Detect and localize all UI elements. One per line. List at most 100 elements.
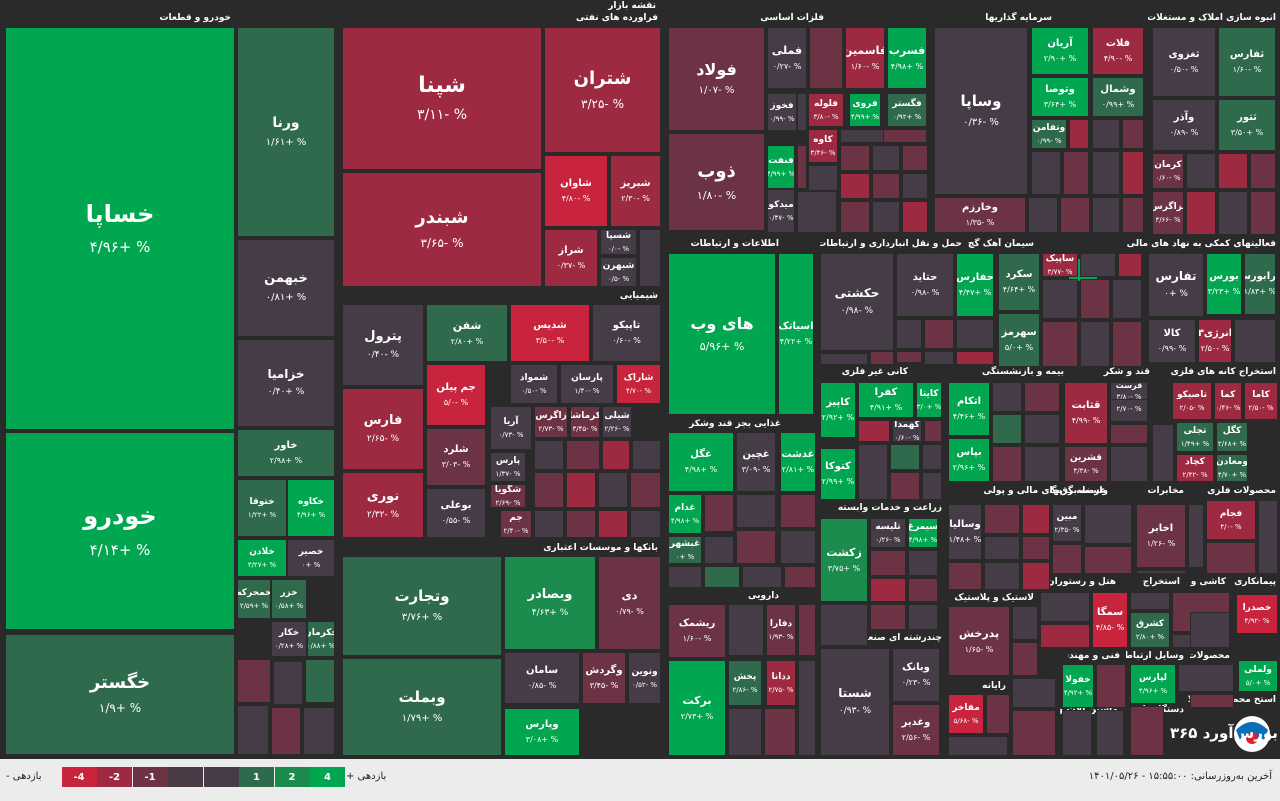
treemap-cell[interactable] [1012,606,1038,640]
treemap-cell[interactable] [736,494,776,528]
treemap-cell[interactable] [1024,382,1060,412]
treemap-cell[interactable] [630,510,661,538]
treemap-cell[interactable] [1122,119,1144,149]
treemap-cell[interactable] [902,201,928,233]
stock-tile[interactable]: فلوله % -۳/۸۰ [808,93,844,127]
treemap-cell[interactable] [820,353,868,365]
treemap-cell[interactable] [948,562,982,590]
treemap-cell[interactable] [924,319,954,349]
treemap-cell[interactable] [704,566,740,588]
stock-tile[interactable]: کرماشا % -۳/۴۵ [570,406,600,438]
stock-tile[interactable]: شبندر % -۳/۶۵ [342,172,542,287]
stock-tile[interactable]: غچین % -۳/۰۹ [736,432,776,492]
stock-tile[interactable]: بورس % +۳/۲۳ [1206,253,1242,315]
stock-tile[interactable]: پارس % -۱/۳۷ [490,452,526,482]
treemap-cell[interactable] [798,660,816,756]
stock-tile[interactable]: خکرمان % +۰/۸۸ [307,621,335,657]
stock-tile[interactable]: وبصادر % +۴/۶۳ [504,556,596,650]
treemap-cell[interactable] [630,472,661,508]
treemap-cell[interactable] [902,145,928,171]
stock-tile[interactable]: کچاد % -۲/۴۲ [1176,454,1214,482]
treemap-cell[interactable] [1250,191,1276,235]
treemap-cell[interactable] [872,201,900,233]
stock-tile[interactable]: کاما % -۲/۵۰ [1244,382,1278,420]
treemap-cell[interactable] [1024,446,1060,482]
stock-tile[interactable]: ثفارس % -۱/۶۰ [1218,27,1276,97]
treemap-cell[interactable] [1112,321,1142,367]
stock-tile[interactable]: شمواد % -۰/۵۰ [510,364,558,404]
stock-tile[interactable]: تاپیکو % -۰/۶۰ [592,304,661,362]
treemap-cell[interactable] [1234,319,1276,363]
stock-tile[interactable]: کایتا % +۳/۰ [916,382,942,418]
treemap-cell[interactable] [728,604,764,656]
treemap-cell[interactable] [948,736,1008,756]
stock-tile[interactable]: سامان % -۰/۸۵ [504,652,580,704]
treemap-cell[interactable] [704,536,734,564]
stock-tile[interactable]: خکاوه % +۴/۹۶ [287,479,335,537]
treemap-cell[interactable] [883,129,927,143]
treemap-cell[interactable] [1040,592,1090,622]
treemap-cell[interactable] [1178,664,1234,692]
treemap-cell[interactable] [808,165,838,191]
treemap-cell[interactable] [1250,153,1276,189]
treemap-cell[interactable] [992,446,1022,482]
stock-tile[interactable]: شگویا % -۲/۶۹ [490,484,526,508]
stock-tile[interactable]: قثابت % -۴/۹۹ [1064,382,1108,444]
stock-tile[interactable]: اسیاتک % +۴/۲۲ [778,253,814,415]
stock-tile[interactable]: پارسان % -۱/۴۰ [560,364,614,404]
treemap-cell[interactable] [1080,253,1116,277]
stock-tile[interactable]: سکرد % +۴/۶۴ [998,253,1040,311]
stock-tile[interactable]: شراز % -۰/۳۷ [544,229,598,287]
treemap-cell[interactable] [896,319,922,349]
treemap-cell[interactable] [858,420,890,442]
stock-tile[interactable]: خکار % +۰/۲۸ [271,621,307,657]
stock-tile[interactable]: سمگا % -۴/۸۵ [1092,592,1128,648]
stock-tile[interactable]: کاوه % -۳/۴۶ [808,129,838,163]
stock-tile[interactable]: خگستر % +۱/۹ [5,634,235,755]
stock-tile[interactable]: ونوین % -۰/۵۲ [628,652,661,704]
treemap-cell[interactable] [237,705,269,755]
treemap-cell[interactable] [1040,624,1090,648]
treemap-cell[interactable] [1062,710,1092,756]
treemap-cell[interactable] [1022,536,1050,560]
stock-tile[interactable]: آریان % +۲/۹۰ [1031,27,1089,75]
treemap-cell[interactable] [534,510,564,538]
stock-tile[interactable]: کالا % -۰/۹۹ [1148,319,1196,363]
treemap-cell[interactable] [1136,570,1186,574]
stock-tile[interactable]: پترول % -۰/۴۰ [342,304,424,386]
treemap-cell[interactable] [908,604,938,630]
stock-tile[interactable]: میدکو % -۰/۴۷ [767,189,795,233]
stock-tile[interactable]: وپارس % +۳/۰۸ [504,708,580,756]
treemap-cell[interactable] [1096,710,1124,756]
treemap-cell[interactable] [1022,504,1050,534]
treemap-cell[interactable] [797,191,837,233]
treemap-cell[interactable] [986,694,1010,734]
stock-tile[interactable]: غگل % +۴/۹۸ [668,432,734,492]
treemap-cell[interactable] [902,173,928,199]
treemap-cell[interactable] [273,661,303,705]
stock-tile[interactable]: کگل % +۲/۶۸ [1216,422,1248,452]
treemap-cell[interactable] [704,494,734,532]
treemap-cell[interactable] [896,351,922,363]
stock-tile[interactable]: خاور % +۲/۹۸ [237,429,335,477]
stock-tile[interactable]: پخش % -۲/۸۶ [728,660,762,706]
stock-tile[interactable]: زکشت % +۳/۷۵ [820,518,868,602]
stock-tile[interactable]: ددانا % -۲/۷۵ [766,660,796,706]
treemap-cell[interactable] [922,472,942,500]
treemap-cell[interactable] [1218,191,1248,235]
treemap-cell[interactable] [566,472,596,508]
treemap-cell[interactable] [598,472,628,508]
stock-tile[interactable]: آریا % -۰/۷۳ [490,406,532,450]
stock-tile[interactable]: ختوقا % +۱/۲۲ [237,479,287,537]
treemap-cell[interactable] [1084,546,1132,574]
treemap-cell[interactable] [566,440,600,470]
stock-tile[interactable]: انرژی۳ % -۲/۵۰ [1198,319,1232,363]
treemap-cell[interactable] [566,510,596,538]
stock-tile[interactable]: فولاد % -۱/۰۷ [668,27,765,131]
stock-tile[interactable]: خمحرکه % +۲/۵۹ [237,579,271,619]
stock-tile[interactable]: غبشهر % +۰ [668,536,702,564]
treemap-cell[interactable] [736,530,776,564]
treemap-cell[interactable] [534,440,564,470]
treemap-cell[interactable] [1012,678,1056,708]
treemap-cell[interactable] [1206,542,1256,574]
